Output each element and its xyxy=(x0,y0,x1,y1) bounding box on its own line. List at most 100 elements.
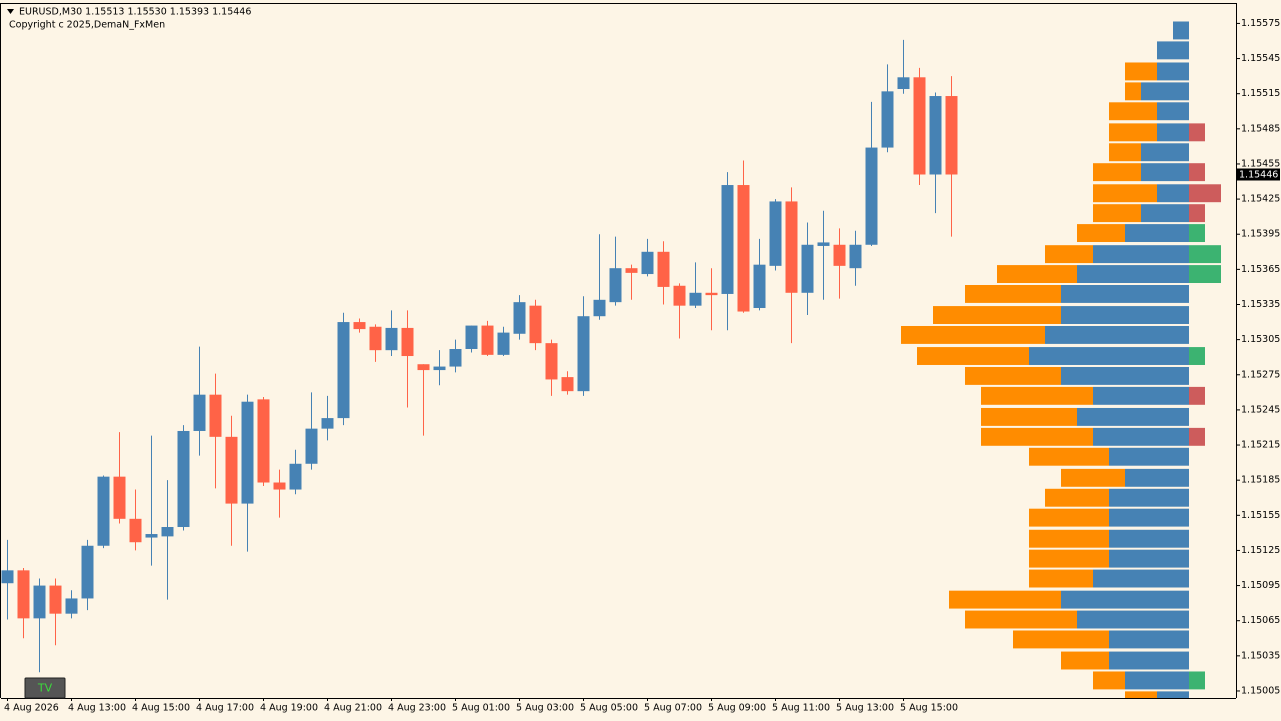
profile-orange-bar xyxy=(933,306,1061,324)
profile-blue-bar xyxy=(1093,427,1189,446)
candle-body xyxy=(305,428,318,464)
candle-body xyxy=(33,585,46,619)
profile-orange-bar xyxy=(1029,529,1109,548)
y-tick-label: 1.15305 xyxy=(1241,334,1280,345)
candle-body xyxy=(49,585,62,614)
candle-body xyxy=(657,251,670,287)
profile-blue-bar xyxy=(1077,407,1189,426)
x-tick-label: 4 Aug 21:00 xyxy=(324,703,382,714)
y-tick-label: 1.15035 xyxy=(1241,650,1280,661)
menu-triangle[interactable] xyxy=(7,9,14,14)
profile-delta-bar xyxy=(1189,347,1205,365)
candle-body xyxy=(481,325,494,355)
y-tick-label: 1.15485 xyxy=(1241,123,1280,134)
y-tick-label: 1.15005 xyxy=(1241,685,1280,696)
candle-body xyxy=(353,322,366,330)
y-tick-label: 1.15125 xyxy=(1241,545,1280,556)
candle-body xyxy=(465,325,478,349)
candle-body xyxy=(625,268,638,273)
profile-blue-bar xyxy=(1109,630,1189,649)
profile-orange-bar xyxy=(965,285,1061,303)
profile-orange-bar xyxy=(1093,671,1125,690)
candle-body xyxy=(337,322,350,419)
profile-blue-bar xyxy=(1157,184,1189,203)
candle-body xyxy=(145,534,158,538)
x-tick-label: 4 Aug 17:00 xyxy=(196,703,254,714)
tv-button[interactable]: TV xyxy=(24,677,66,699)
x-tick-label: 5 Aug 09:00 xyxy=(708,703,766,714)
tv-button-label[interactable]: TV xyxy=(37,682,53,695)
y-tick-label: 1.15275 xyxy=(1241,369,1280,380)
candle-body xyxy=(1,570,14,584)
profile-blue-bar xyxy=(1109,549,1189,568)
profile-blue-bar xyxy=(1045,325,1189,344)
candle-body xyxy=(785,201,798,293)
profile-blue-bar xyxy=(1125,468,1189,487)
x-tick-label: 5 Aug 13:00 xyxy=(836,703,894,714)
profile-blue-bar xyxy=(1125,224,1189,243)
profile-orange-bar xyxy=(901,325,1045,344)
profile-orange-bar xyxy=(917,347,1029,365)
y-tick-label: 1.15155 xyxy=(1241,510,1280,521)
profile-orange-bar xyxy=(949,590,1061,609)
profile-orange-bar xyxy=(965,366,1061,385)
chart-title: EURUSD,M30 1.15513 1.15530 1.15393 1.154… xyxy=(19,7,251,18)
candle-body xyxy=(401,327,414,357)
candle-body xyxy=(945,96,958,175)
candle-body xyxy=(737,185,750,312)
y-tick-label: 1.15185 xyxy=(1241,475,1280,486)
profile-blue-bar xyxy=(1157,62,1189,81)
x-tick-label: 5 Aug 07:00 xyxy=(644,703,702,714)
profile-blue-bar xyxy=(1157,102,1189,121)
profile-orange-bar xyxy=(1029,549,1109,568)
candle-body xyxy=(561,377,574,392)
profile-blue-bar xyxy=(1109,651,1189,670)
x-tick-label: 4 Aug 23:00 xyxy=(388,703,446,714)
x-tick-label: 4 Aug 2026 xyxy=(4,703,59,714)
profile-blue-bar xyxy=(1109,488,1189,507)
profile-blue-bar xyxy=(1061,306,1189,324)
candle-body xyxy=(17,570,30,619)
profile-blue-bar xyxy=(1125,671,1189,690)
y-tick-label: 1.15425 xyxy=(1241,194,1280,205)
profile-delta-bar xyxy=(1189,265,1221,284)
candle-body xyxy=(65,598,78,614)
candle-body xyxy=(865,147,878,245)
y-tick-label: 1.15245 xyxy=(1241,404,1280,415)
candle-body xyxy=(753,264,766,309)
candle-body xyxy=(241,401,254,504)
candle-body xyxy=(161,527,174,537)
profile-blue-bar xyxy=(1157,691,1189,698)
candle-body xyxy=(545,343,558,380)
y-tick-label: 1.15515 xyxy=(1241,88,1280,99)
profile-orange-bar xyxy=(981,407,1077,426)
profile-blue-bar xyxy=(1109,529,1189,548)
candle-body xyxy=(97,476,110,546)
x-tick-label: 5 Aug 03:00 xyxy=(516,703,574,714)
x-tick-label: 5 Aug 01:00 xyxy=(452,703,510,714)
candle-body xyxy=(817,242,830,246)
profile-blue-bar xyxy=(1141,82,1189,101)
y-tick-label: 1.15215 xyxy=(1241,440,1280,451)
candle-body xyxy=(913,77,926,175)
candle-body xyxy=(273,482,286,490)
candle-body xyxy=(705,292,718,296)
candle-body xyxy=(881,91,894,148)
candle-body xyxy=(689,292,702,306)
candle-body xyxy=(593,299,606,317)
candle-body xyxy=(929,96,942,175)
x-tick-label: 5 Aug 05:00 xyxy=(580,703,638,714)
candle-body xyxy=(449,349,462,367)
profile-delta-bar xyxy=(1189,184,1221,203)
profile-delta-bar xyxy=(1189,224,1205,243)
profile-delta-bar xyxy=(1189,245,1221,264)
profile-orange-bar xyxy=(1093,184,1157,203)
profile-blue-bar xyxy=(1141,204,1189,223)
profile-blue-bar xyxy=(1141,143,1189,162)
profile-blue-bar xyxy=(1109,447,1189,466)
y-tick-label: 1.15575 xyxy=(1241,18,1280,29)
tv-button-box[interactable] xyxy=(24,677,66,699)
profile-delta-bar xyxy=(1189,427,1205,446)
